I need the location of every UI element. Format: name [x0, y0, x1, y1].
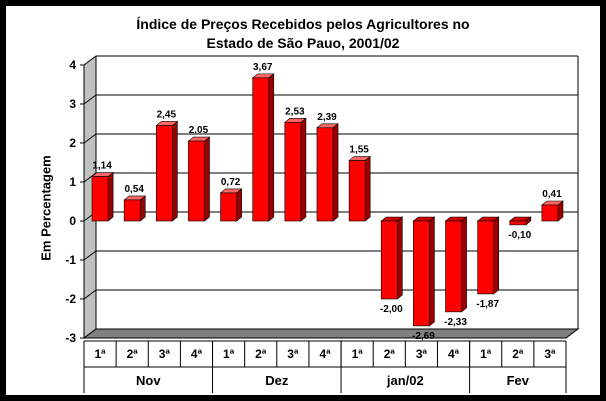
data-label: -2,69 — [412, 331, 435, 342]
data-label: 0,72 — [221, 177, 241, 188]
x-category-label: 4ª — [319, 347, 331, 361]
bar-side — [364, 155, 371, 222]
bar-side — [300, 117, 307, 222]
bar — [316, 127, 334, 222]
chart-frame: Índice de Preços Recebidos pelos Agricul… — [6, 6, 600, 395]
bar-side — [461, 216, 467, 313]
y-tick-label: -3 — [65, 331, 76, 345]
y-tick-label: 1 — [69, 175, 76, 189]
data-label: -2,33 — [444, 317, 467, 328]
bar — [252, 77, 270, 222]
x-category-label: 4ª — [448, 347, 460, 361]
bar — [91, 176, 109, 222]
bar — [509, 220, 527, 226]
bar — [284, 122, 302, 222]
x-category-label: 1ª — [95, 347, 107, 361]
x-group-label: Dez — [265, 373, 289, 388]
bar-side — [107, 171, 114, 222]
x-category-label: 2ª — [127, 347, 139, 361]
x-category-label: 3ª — [544, 347, 556, 361]
chart-floor — [82, 328, 580, 339]
bar — [188, 140, 205, 222]
chart-title: Índice de Preços Recebidos pelos Agricul… — [136, 16, 470, 51]
x-group-label: jan/02 — [386, 373, 424, 388]
x-category-label: 3ª — [287, 347, 299, 361]
data-label: 0,41 — [542, 189, 562, 200]
chart-side-wall — [84, 56, 96, 338]
x-group-label: Fev — [507, 373, 530, 388]
data-label: 2,53 — [285, 106, 305, 117]
bar-side — [429, 216, 435, 327]
y-tick-label: -2 — [65, 292, 76, 306]
data-label: -0,10 — [508, 230, 531, 241]
bar-side — [396, 216, 403, 300]
x-category-label: 1ª — [223, 347, 235, 361]
x-category-label: 1ª — [480, 347, 492, 361]
data-label: 1,55 — [349, 145, 369, 156]
bar — [156, 125, 173, 222]
x-category-label: 3ª — [416, 347, 428, 361]
bar — [445, 220, 462, 313]
x-category-label: 1ª — [352, 347, 364, 361]
y-tick-label: -1 — [65, 253, 76, 267]
x-category-label: 2ª — [255, 347, 267, 361]
data-label: 2,45 — [157, 109, 177, 120]
x-category-label: 2ª — [512, 347, 524, 361]
bar — [413, 220, 430, 327]
bar — [541, 204, 559, 222]
bar — [477, 220, 494, 295]
data-label: 2,05 — [189, 125, 209, 136]
x-category-label: 4ª — [191, 347, 203, 361]
data-label: 1,14 — [92, 161, 112, 172]
data-label: 2,39 — [317, 112, 337, 123]
bar — [220, 192, 237, 222]
bar-side — [236, 188, 242, 222]
bar-side — [172, 120, 178, 222]
data-label: 3,67 — [253, 62, 273, 73]
x-group-label: Nov — [136, 373, 161, 388]
bar-side — [332, 123, 339, 222]
bar-chart: -3 -2 -1 0 1 2 3 4 1,14 0,54 2,45 2,05 0,72 3,67 2,53 2… — [65, 55, 580, 393]
bar-side — [493, 216, 500, 295]
bar-side — [204, 136, 210, 222]
x-category-label: 2ª — [384, 347, 396, 361]
bar — [123, 199, 141, 222]
data-label: -2,00 — [380, 304, 403, 315]
bar — [348, 160, 366, 222]
y-tick-label: 2 — [69, 136, 76, 150]
y-tick-label: 0 — [69, 214, 76, 228]
x-category-label: 3ª — [159, 347, 171, 361]
data-label: -1,87 — [476, 299, 499, 310]
data-label: 0,54 — [124, 184, 144, 195]
bar — [380, 220, 398, 300]
bar-side — [268, 73, 275, 222]
y-tick-label: 4 — [69, 58, 76, 72]
y-tick-label: 3 — [69, 97, 76, 111]
